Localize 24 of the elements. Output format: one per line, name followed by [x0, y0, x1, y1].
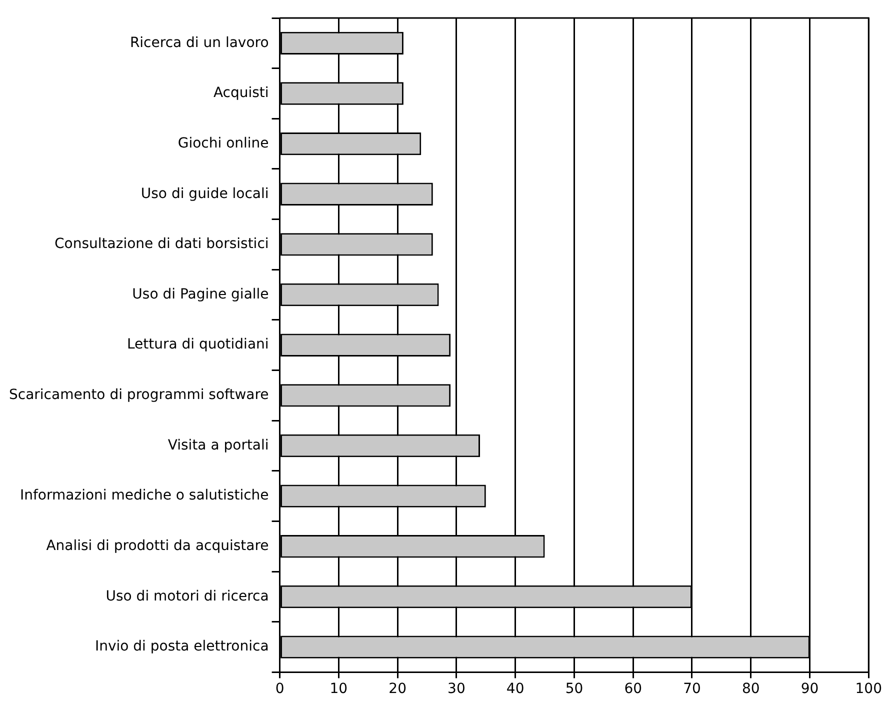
x-tick-label: 90: [800, 681, 819, 698]
y-tick-label: Uso di Pagine gialle: [132, 286, 269, 302]
y-tick-label: Visita a portali: [168, 437, 269, 454]
x-tick-label: 80: [742, 681, 760, 698]
x-tick-label: 30: [448, 681, 466, 698]
x-tick-label: 70: [683, 681, 701, 698]
y-tick-label: Acquisti: [213, 85, 269, 102]
x-tick-label: 60: [624, 681, 642, 698]
x-tick-label: 10: [330, 681, 348, 698]
y-tick-label: Informazioni mediche o salutistiche: [20, 488, 269, 504]
x-tick-label: 20: [388, 681, 406, 698]
y-tick-label: Uso di guide locali: [140, 186, 269, 202]
x-tick-label: 40: [506, 681, 524, 698]
y-tick-label: Scaricamento di programmi software: [8, 387, 269, 404]
x-tick-label: 100: [855, 681, 882, 698]
y-tick-label: Consultazione di dati borsistici: [54, 236, 269, 252]
y-tick-label: Uso di motori di ricerca: [106, 588, 269, 604]
y-tick-label: Giochi online: [178, 135, 269, 152]
y-tick-label: Ricerca di un lavoro: [130, 34, 269, 51]
y-tick-label: Lettura di quotidiani: [126, 336, 269, 353]
x-tick-label: 0: [275, 681, 284, 698]
y-tick-label: Analisi di prodotti da acquistare: [46, 538, 269, 554]
x-tick-label: 50: [565, 681, 584, 698]
y-tick-label: Invio di posta elettronica: [94, 638, 269, 655]
